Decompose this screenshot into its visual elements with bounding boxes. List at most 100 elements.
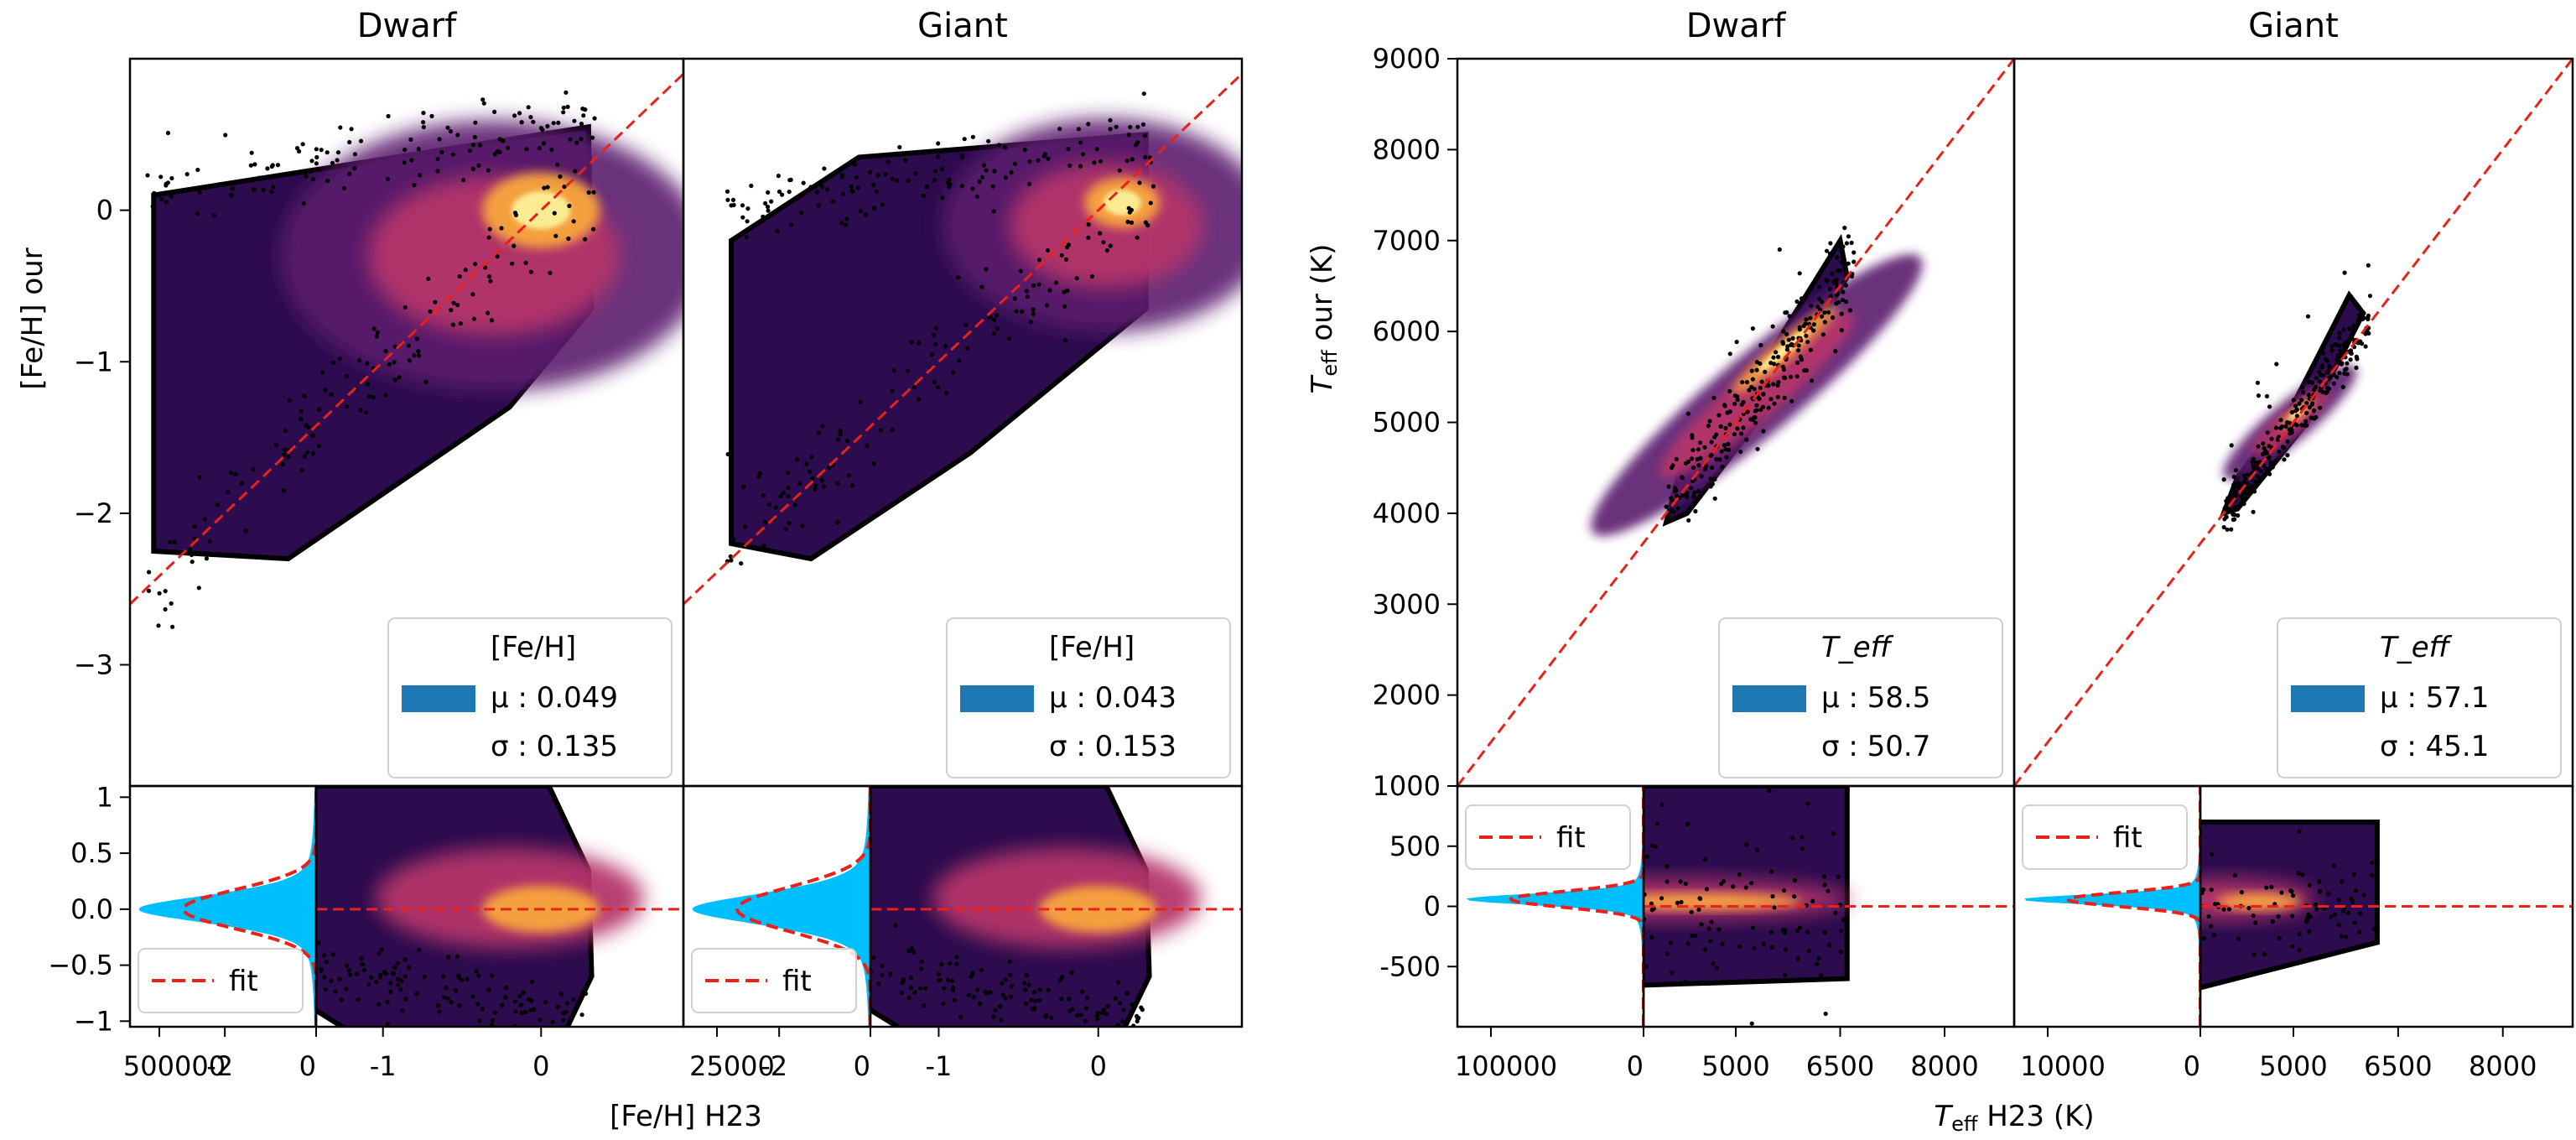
- resid-scatter-point: [2099, 923, 2103, 927]
- resid-scatter-point: [1637, 960, 1641, 965]
- resid-scatter-point: [2138, 885, 2142, 889]
- scatter-point: [2289, 430, 2294, 435]
- resid-scatter-point: [1831, 830, 1836, 836]
- scatter-point: [586, 190, 591, 195]
- fit-legend: fit: [691, 948, 857, 1013]
- scatter-point: [756, 474, 761, 479]
- resid-y-tick-label: −1: [74, 1005, 113, 1037]
- scatter-point: [1753, 420, 1758, 425]
- scatter-point: [158, 174, 164, 180]
- resid-scatter-point: [860, 977, 865, 981]
- hist-x-tick-label: 10000: [2020, 1050, 2106, 1082]
- resid-scatter-point: [893, 923, 898, 928]
- scatter-point: [1734, 340, 1739, 345]
- resid-scatter-point: [1844, 936, 1849, 941]
- scatter-point: [1839, 311, 1844, 316]
- scatter-point: [1725, 410, 1730, 415]
- resid-scatter-point: [2040, 886, 2044, 890]
- scatter-point: [1693, 508, 1698, 514]
- resid-scatter-point: [880, 964, 885, 969]
- resid-scatter-point: [1069, 1035, 1073, 1039]
- resid-scatter-point: [1800, 846, 1805, 851]
- scatter-point: [564, 90, 569, 95]
- resid-scatter-point: [2279, 890, 2284, 895]
- scatter-point: [1735, 426, 1740, 431]
- scatter-point: [1797, 271, 1802, 276]
- scatter-point: [184, 172, 190, 177]
- scatter-point: [437, 137, 442, 142]
- scatter-point: [2325, 385, 2330, 390]
- scatter-point: [310, 451, 316, 456]
- chart-group-0: −3 −2 −1 0 1 0.5 0.0 −0.5 −1 [Fe/H] our [Fe/H] H23…: [16, 7, 1244, 1133]
- scatter-point: [271, 185, 276, 190]
- scatter-point: [145, 173, 150, 178]
- scatter-point: [944, 391, 949, 396]
- resid-scatter-point: [2296, 871, 2301, 876]
- scatter-point: [2239, 494, 2244, 499]
- scatter-point: [1809, 304, 1814, 309]
- resid-scatter-point: [1030, 1007, 1035, 1012]
- scatter-point: [940, 195, 945, 200]
- scatter-point: [1815, 305, 1820, 310]
- resid-scatter-point: [396, 982, 401, 987]
- scatter-point: [786, 471, 791, 476]
- resid-scatter-point: [1770, 893, 1775, 899]
- resid-scatter-point: [330, 952, 335, 957]
- scatter-point: [761, 544, 766, 549]
- resid-scatter-point: [1702, 857, 1707, 862]
- resid-scatter-point: [1584, 940, 1588, 944]
- scatter-point: [787, 190, 792, 195]
- scatter-point: [1795, 360, 1800, 365]
- scatter-point: [1696, 447, 1701, 452]
- x-tick-label: 5000: [1701, 1050, 1769, 1082]
- scatter-point: [2348, 357, 2353, 362]
- scatter-point: [897, 144, 902, 150]
- scatter-point: [2299, 423, 2304, 428]
- scatter-point: [1065, 288, 1070, 293]
- scatter-point: [1717, 457, 1722, 462]
- resid-scatter-point: [1493, 906, 1497, 910]
- scatter-point: [2267, 444, 2272, 449]
- scatter-point: [1708, 453, 1713, 459]
- resid-scatter-point: [1117, 1045, 1121, 1049]
- resid-scatter-point: [1810, 898, 1815, 903]
- resid-scatter-point: [1118, 1001, 1123, 1006]
- scatter-point: [725, 451, 730, 457]
- scatter-point: [1722, 403, 1727, 408]
- scatter-point: [269, 190, 274, 195]
- scatter-point: [2354, 365, 2359, 370]
- scatter-point: [565, 104, 570, 109]
- legend-mu: μ : 57.1: [2380, 681, 2489, 715]
- scatter-point: [766, 190, 771, 195]
- scatter-point: [2304, 410, 2309, 415]
- scatter-point: [215, 502, 220, 508]
- legend-patch: [960, 685, 1034, 712]
- scatter-point: [1108, 127, 1113, 132]
- resid-scatter-point: [1665, 864, 1670, 869]
- resid-scatter-point: [1826, 888, 1831, 893]
- scatter-point: [2231, 474, 2236, 480]
- scatter-point: [202, 517, 207, 522]
- scatter-point: [2277, 449, 2282, 455]
- resid-scatter-point: [1683, 881, 1688, 887]
- resid-scatter-point: [356, 997, 361, 1002]
- scatter-point: [261, 188, 266, 193]
- scatter-point: [1053, 280, 1059, 285]
- scatter-point: [2269, 436, 2274, 441]
- scatter-point: [2345, 372, 2350, 377]
- scatter-point: [310, 177, 315, 182]
- scatter-point: [383, 349, 388, 354]
- resid-scatter-point: [2156, 928, 2160, 932]
- scatter-point: [816, 430, 822, 435]
- resid-scatter-point: [2251, 914, 2256, 919]
- scatter-point: [561, 110, 566, 115]
- scatter-point: [450, 152, 455, 157]
- scatter-point: [402, 147, 408, 153]
- resid-scatter-point: [2044, 880, 2048, 884]
- scatter-point: [2234, 489, 2239, 495]
- panel-title: Giant: [917, 7, 1008, 45]
- resid-scatter-point: [1720, 941, 1725, 946]
- scatter-point: [855, 185, 860, 190]
- scatter-point: [800, 523, 805, 528]
- resid-scatter-point: [500, 1002, 505, 1007]
